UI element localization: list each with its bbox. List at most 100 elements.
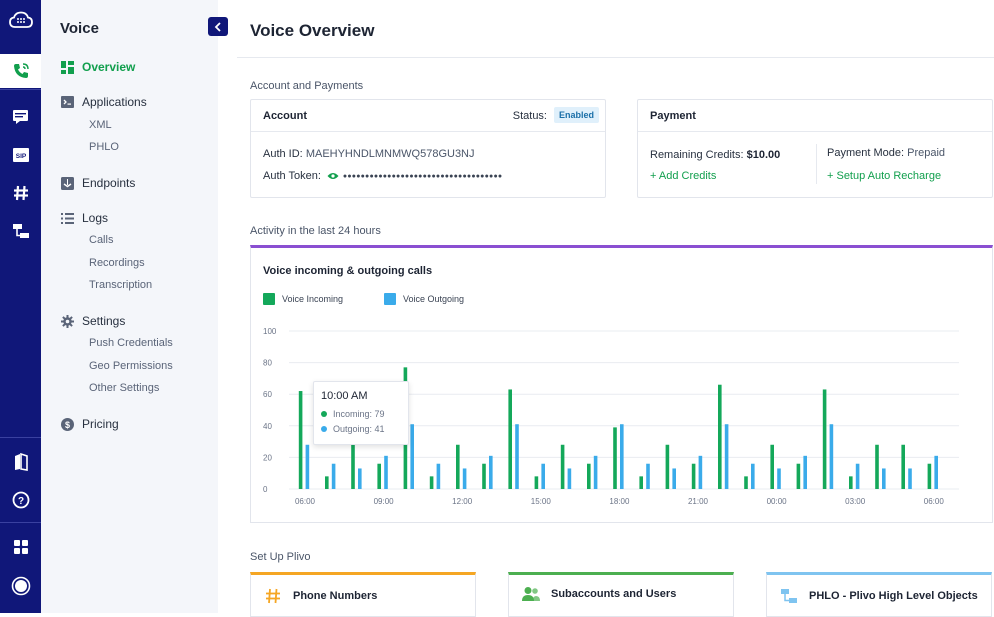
endpoint-inbox-icon xyxy=(60,176,74,190)
sidebar-subitem-calls[interactable]: Calls xyxy=(89,234,114,246)
auth-token-label: Auth Token: xyxy=(263,170,321,182)
x-tick-label: 03:00 xyxy=(845,497,866,506)
page-title: Voice Overview xyxy=(250,21,375,40)
bar-outgoing xyxy=(855,463,860,489)
credits-label: Remaining Credits: xyxy=(650,149,744,161)
sidebar-item-overview[interactable]: Overview xyxy=(60,60,135,74)
bar-outgoing xyxy=(384,455,388,489)
sip-trunking-icon[interactable]: SIP xyxy=(0,138,41,172)
sidebar-item-applications[interactable]: Applications xyxy=(60,95,147,109)
bar-outgoing xyxy=(541,463,545,489)
x-tick-label: 21:00 xyxy=(688,497,709,506)
bar-outgoing xyxy=(331,463,336,489)
legend-item-outgoing[interactable]: Voice Outgoing xyxy=(384,293,464,305)
setup-card-phone-numbers[interactable]: Phone Numbers xyxy=(250,572,476,617)
main-content: Voice Overview Account and Payments Acco… xyxy=(218,0,994,617)
collapse-sidebar-button[interactable] xyxy=(208,17,228,36)
voice-phone-icon[interactable] xyxy=(0,54,41,88)
payment-mode-row: Payment Mode: Prepaid xyxy=(827,147,945,159)
y-tick-label: 80 xyxy=(263,359,272,368)
sidebar-item-logs[interactable]: Logs xyxy=(60,211,108,225)
help-icon[interactable]: ? xyxy=(0,483,41,517)
auth-id-label: Auth ID: xyxy=(263,148,303,160)
legend-swatch xyxy=(263,293,275,305)
tooltip-dot xyxy=(321,426,327,432)
sidebar-subitem-geo-permissions[interactable]: Geo Permissions xyxy=(89,360,173,372)
sidebar-subitem-push-credentials[interactable]: Push Credentials xyxy=(89,337,173,349)
sidebar-item-pricing[interactable]: $ Pricing xyxy=(60,417,119,431)
sidebar-subitem-transcription[interactable]: Transcription xyxy=(89,279,153,291)
bar-outgoing xyxy=(593,455,598,489)
divider xyxy=(237,57,994,58)
bar-incoming xyxy=(456,444,460,489)
bar-incoming xyxy=(901,444,905,489)
activity-chart-card: Voice incoming & outgoing calls Voice In… xyxy=(250,245,993,523)
sidebar-item-endpoints[interactable]: Endpoints xyxy=(60,176,135,190)
plivo-logo-icon[interactable] xyxy=(0,3,41,37)
sidebar-subitem-xml[interactable]: XML xyxy=(89,119,112,131)
setup-auto-recharge-link[interactable]: + Setup Auto Recharge xyxy=(827,170,942,182)
bar-outgoing xyxy=(882,468,886,489)
tooltip-time: 10:00 AM xyxy=(321,390,368,402)
account-card-title: Account xyxy=(263,109,307,122)
y-tick-label: 20 xyxy=(263,453,272,462)
bar-incoming xyxy=(429,476,434,489)
y-tick-label: 60 xyxy=(263,390,272,399)
bar-outgoing xyxy=(489,455,493,489)
bar-incoming xyxy=(613,427,617,489)
sidebar-item-label: Logs xyxy=(82,211,109,225)
phone-numbers-hash-icon[interactable] xyxy=(0,176,41,210)
bar-outgoing xyxy=(620,424,624,489)
auth-id-row: Auth ID: MAEHYHNDLMNMWQ578GU3NJ xyxy=(263,148,475,160)
bar-incoming xyxy=(691,463,696,489)
credits-value: $10.00 xyxy=(746,149,781,161)
payment-card: Payment Remaining Credits: $10.00 + Add … xyxy=(637,99,993,198)
tooltip-outgoing-label: Outgoing: xyxy=(333,424,373,434)
tooltip-outgoing-value: 41 xyxy=(374,424,385,434)
payment-card-header: Payment xyxy=(638,100,992,132)
sidebar-item-settings[interactable]: Settings xyxy=(60,314,125,328)
apps-grid-icon[interactable] xyxy=(0,530,41,564)
account-card-header: Account Status: Enabled xyxy=(251,100,605,132)
bar-incoming xyxy=(639,476,643,489)
bar-incoming xyxy=(849,476,853,489)
y-tick-label: 100 xyxy=(263,327,277,336)
bar-incoming xyxy=(351,444,355,489)
messaging-icon[interactable] xyxy=(0,100,41,134)
auth-token-value: ●●●●●●●●●●●●●●●●●●●●●●●●●●●●●●●●●●●● xyxy=(342,172,503,180)
bar-incoming xyxy=(875,444,879,489)
sidebar-item-label: Overview xyxy=(82,60,136,74)
bar-outgoing xyxy=(515,424,519,489)
sidebar-item-label: Settings xyxy=(82,314,126,328)
setup-card-label: Phone Numbers xyxy=(293,589,378,602)
bar-outgoing xyxy=(803,455,807,489)
legend-item-incoming[interactable]: Voice Incoming xyxy=(263,293,343,305)
bar-outgoing xyxy=(777,468,781,489)
sidebar-subitem-phlo[interactable]: PHLO xyxy=(89,141,119,153)
x-tick-label: 06:00 xyxy=(924,497,945,506)
bar-outgoing xyxy=(462,468,467,489)
legend-swatch xyxy=(384,293,396,305)
docs-book-icon[interactable] xyxy=(0,445,41,479)
chart-title: Voice incoming & outgoing calls xyxy=(263,265,433,277)
eye-icon[interactable] xyxy=(327,172,339,180)
sidebar-title: Voice xyxy=(60,20,99,37)
sidebar-subitem-recordings[interactable]: Recordings xyxy=(89,257,145,269)
payment-mode-value: Prepaid xyxy=(907,147,946,159)
x-tick-label: 06:00 xyxy=(295,497,316,506)
tooltip-incoming-label: Incoming: xyxy=(333,409,373,419)
x-tick-label: 00:00 xyxy=(767,497,788,506)
auth-id-value[interactable]: MAEHYHNDLMNMWQ578GU3NJ xyxy=(305,148,475,160)
add-credits-link[interactable]: + Add Credits xyxy=(650,170,717,182)
setup-card-subaccounts[interactable]: Subaccounts and Users xyxy=(508,572,734,617)
account-card: Account Status: Enabled Auth ID: MAEHYHN… xyxy=(250,99,606,198)
setup-card-phlo[interactable]: PHLO - Plivo High Level Objects xyxy=(766,572,992,617)
sidebar-subitem-other-settings[interactable]: Other Settings xyxy=(89,382,160,394)
sidebar-item-label: Endpoints xyxy=(82,176,136,190)
sidebar-item-label: Applications xyxy=(82,95,147,109)
phlo-flow-icon[interactable] xyxy=(0,214,41,248)
profile-avatar-icon[interactable] xyxy=(0,569,41,603)
gear-icon xyxy=(60,314,74,328)
section-heading-setup: Set Up Plivo xyxy=(250,551,311,563)
y-tick-label: 40 xyxy=(263,422,272,431)
